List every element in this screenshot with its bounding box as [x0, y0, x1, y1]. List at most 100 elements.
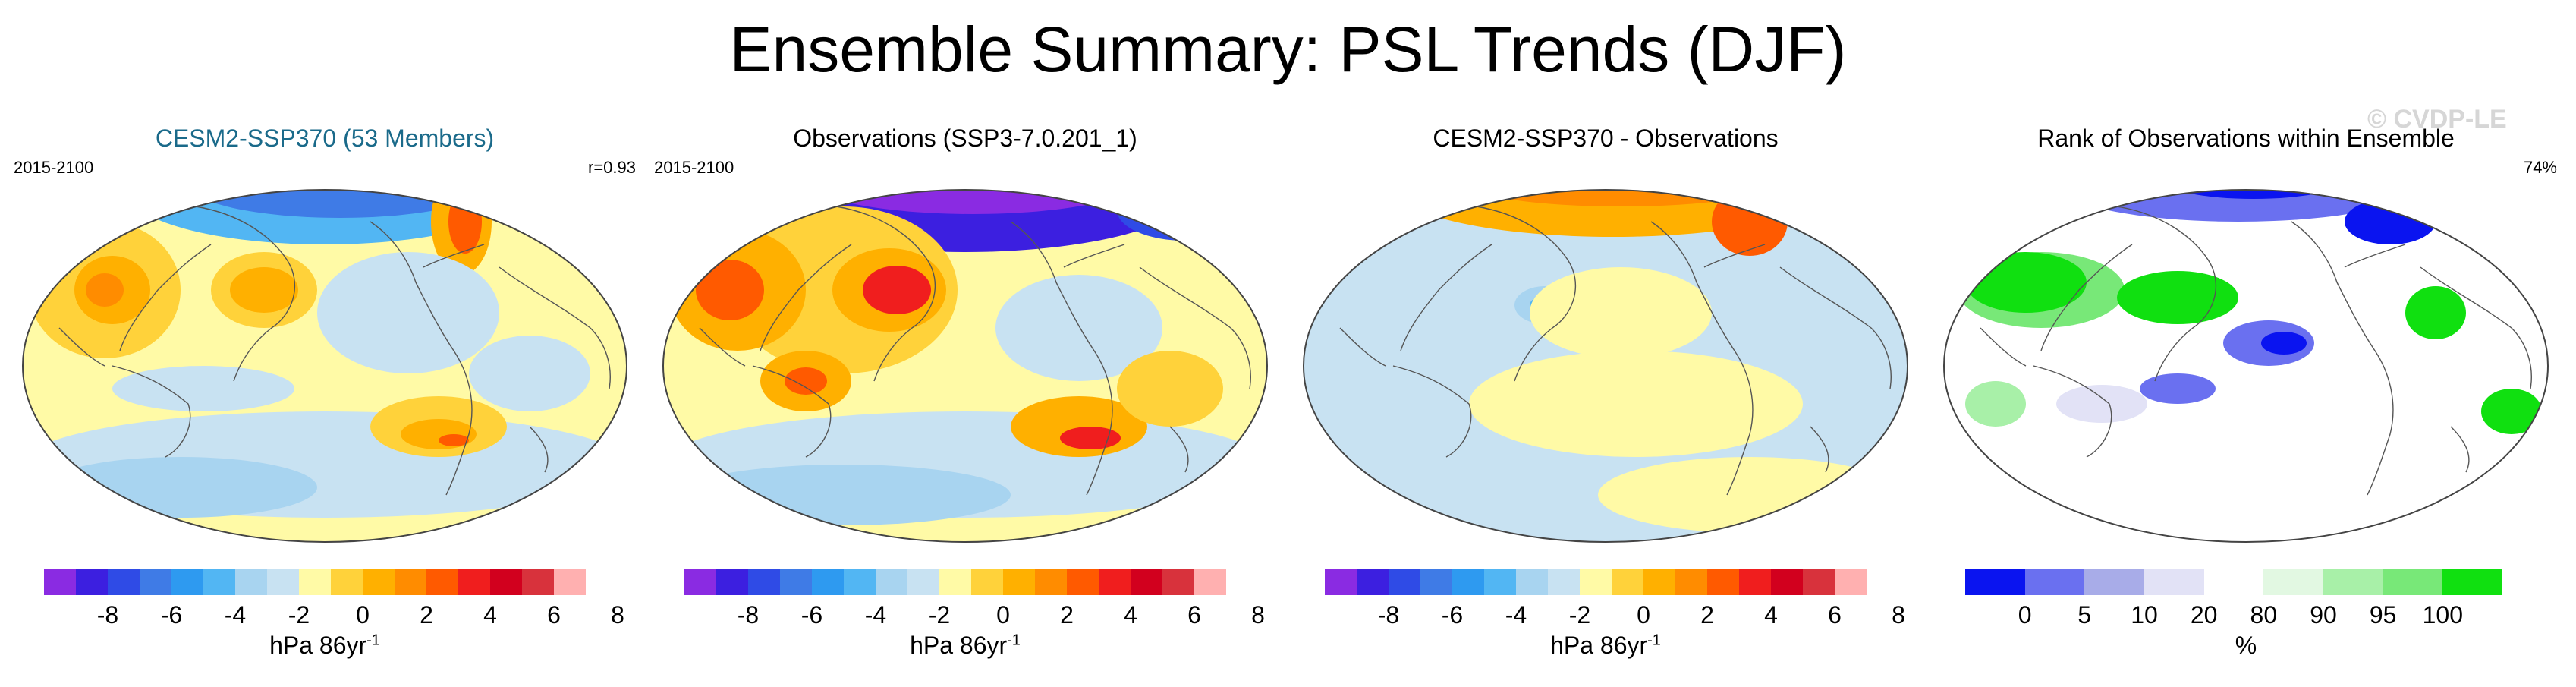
colorbar-tick-label: 5 [2077, 601, 2092, 629]
colorbar-ticks: -8 -6 -4 -2 0 2 4 6 8 [1294, 601, 1917, 632]
field-contour [2481, 389, 2542, 434]
coastline [370, 221, 473, 496]
colorbar-tick-label: -2 [1568, 601, 1591, 629]
colorbar-ticks: 0 5 10 20 80 90 95 100 [1935, 601, 2557, 632]
map-difference [1303, 189, 1908, 543]
colorbar-tick-label: 8 [611, 601, 624, 629]
field-contour [2140, 373, 2216, 404]
map-observations-trend [662, 189, 1268, 543]
field-contour [1117, 351, 1223, 427]
colorbar-swatch [331, 569, 363, 595]
field-contour [696, 260, 764, 320]
unit-exponent: -1 [1007, 632, 1021, 649]
coastline [1476, 206, 1577, 382]
colorbar-tick-label: 90 [2310, 601, 2337, 629]
colorbar-ticks: -8 -6 -4 -2 0 2 4 6 8 [654, 601, 1276, 632]
field-contour [439, 434, 469, 446]
colorbar-tick-label: 2 [1700, 601, 1714, 629]
colorbar-swatch [1739, 569, 1771, 595]
field-contour [1332, 343, 1439, 404]
colorbar-swatch [939, 569, 971, 595]
colorbar-tick-label: 6 [547, 601, 561, 629]
colorbar-unit: hPa 86yr-1 [1294, 632, 1917, 660]
colorbar-swatch [458, 569, 490, 595]
colorbar-swatch [2084, 569, 2144, 595]
unit-base: hPa 86yr [1550, 632, 1648, 659]
field-contour [1965, 381, 2026, 427]
coastline [752, 365, 832, 458]
map-field [23, 190, 627, 542]
coastline [499, 266, 611, 389]
field-contour [995, 275, 1162, 381]
colorbar-tick-label: -8 [737, 601, 760, 629]
colorbar-tick-label: 20 [2190, 601, 2218, 629]
colorbar [684, 569, 1226, 595]
colorbar-swatch [716, 569, 748, 595]
colorbar-swatch [171, 569, 203, 595]
colorbar-swatch [1194, 569, 1226, 595]
colorbar-swatch [108, 569, 140, 595]
unit-exponent: -1 [366, 632, 380, 649]
unit-base: hPa 86yr [269, 632, 367, 659]
colorbar-tick-label: -8 [1377, 601, 1400, 629]
colorbar-swatch [1965, 569, 2025, 595]
colorbar-tick-label: 80 [2250, 601, 2278, 629]
figure-title: Ensemble Summary: PSL Trends (DJF) [729, 14, 1847, 85]
colorbar-tick-label: 4 [1764, 601, 1778, 629]
panel-model-trend: CESM2-SSP370 (53 Members) 2015-2100 r=0.… [14, 114, 636, 676]
coastline [1703, 244, 1766, 268]
colorbar-tick-label: 95 [2369, 601, 2397, 629]
colorbar-swatch [554, 569, 586, 595]
map-rank [1943, 189, 2549, 543]
colorbar-tick-label: 2 [420, 601, 433, 629]
colorbar-tick-label: 0 [356, 601, 370, 629]
colorbar-swatch [1643, 569, 1675, 595]
colorbar-swatch [267, 569, 299, 595]
colorbar-swatch [1357, 569, 1389, 595]
colorbar-tick-label: -2 [288, 601, 310, 629]
rank-percent-label: 74% [2523, 158, 2557, 177]
field-contour [1117, 190, 1253, 241]
period-label: 2015-2100 [14, 158, 94, 177]
colorbar-swatch [490, 569, 522, 595]
coastline [1392, 365, 1472, 458]
field-contour [2261, 332, 2307, 355]
coastline [2420, 266, 2532, 389]
coastline [1010, 221, 1113, 496]
colorbar-swatch [1420, 569, 1452, 595]
colorbar-swatch [1389, 569, 1420, 595]
coastline [119, 244, 212, 351]
colorbar-ticks: -8 -6 -4 -2 0 2 4 6 8 [14, 601, 636, 632]
field-contour [112, 366, 294, 411]
colorbar-swatch [2263, 569, 2323, 595]
colorbar-swatch [1162, 569, 1194, 595]
colorbar-swatch [1835, 569, 1867, 595]
colorbar-tick-label: 2 [1060, 601, 1074, 629]
field-contour [188, 190, 492, 218]
colorbar-tick-label: 4 [1124, 601, 1137, 629]
colorbar-swatch [1548, 569, 1580, 595]
coastline [1810, 426, 1829, 473]
colorbar-swatch [299, 569, 331, 595]
unit-exponent: -1 [1647, 632, 1661, 649]
colorbar-swatch [1484, 569, 1516, 595]
colorbar-swatch [522, 569, 554, 595]
colorbar-swatch [1771, 569, 1803, 595]
colorbar-tick-label: 8 [1251, 601, 1265, 629]
field-background [1944, 190, 2548, 542]
map-field [663, 190, 1267, 542]
colorbar-tick-label: -4 [1505, 601, 1527, 629]
panel-title: Rank of Observations within Ensemble [2037, 124, 2455, 152]
coastline [1980, 327, 2027, 367]
colorbar-swatch [235, 569, 267, 595]
field-contour [2405, 286, 2466, 339]
colorbar-swatch [1580, 569, 1612, 595]
map-field [1304, 190, 1908, 542]
colorbar-swatch [44, 569, 76, 595]
coastline [1779, 266, 1892, 389]
coastline [2291, 221, 2394, 496]
colorbar-swatch [844, 569, 876, 595]
colorbar-tick-label: -4 [864, 601, 887, 629]
coastline [2033, 365, 2112, 458]
colorbar-swatch [684, 569, 716, 595]
